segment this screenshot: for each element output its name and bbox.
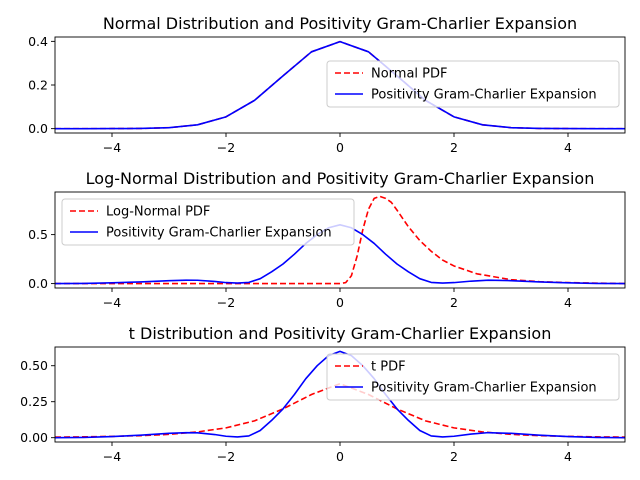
y-tick-label: 0.0 xyxy=(28,121,48,136)
x-tick-label: 2 xyxy=(450,295,458,310)
x-tick-label: 4 xyxy=(564,449,572,464)
legend-box xyxy=(326,353,620,401)
legend: Normal PDF Positivity Gram-Charlier Expan… xyxy=(326,60,620,108)
legend-box xyxy=(61,198,355,246)
x-tick-label: 4 xyxy=(564,140,572,155)
x-tick-label: −2 xyxy=(217,295,235,310)
legend-label-1: t PDF xyxy=(371,360,406,375)
x-tick-label: 0 xyxy=(336,140,344,155)
series-line-2 xyxy=(55,40,625,130)
legend: Log-Normal PDF Positivity Gram-Charlier E… xyxy=(61,198,355,246)
legend-label-2: Positivity Gram-Charlier Expansion xyxy=(371,88,597,103)
legend-label-2: Positivity Gram-Charlier Expansion xyxy=(106,226,332,241)
x-tick-label: −4 xyxy=(103,295,121,310)
x-tick-label: −4 xyxy=(103,449,121,464)
y-tick-label: 0.2 xyxy=(28,78,48,93)
chart-panel-2: Log-Normal Distribution and Positivity G… xyxy=(28,169,626,310)
y-tick-label: 0.25 xyxy=(20,394,48,409)
y-tick-label: 0.00 xyxy=(20,430,48,445)
y-tick-label: 0.5 xyxy=(28,227,48,242)
legend-label-1: Normal PDF xyxy=(371,67,448,82)
x-tick-label: 2 xyxy=(450,140,458,155)
chart-title: Normal Distribution and Positivity Gram-… xyxy=(103,14,577,33)
chart-title: t Distribution and Positivity Gram-Charl… xyxy=(129,324,552,343)
x-tick-label: 4 xyxy=(564,295,572,310)
x-tick-label: 0 xyxy=(336,295,344,310)
legend: t PDF Positivity Gram-Charlier Expansion xyxy=(326,353,620,401)
y-tick-label: 0.4 xyxy=(28,34,48,49)
x-tick-label: −4 xyxy=(103,140,121,155)
series-line-2 xyxy=(55,350,625,439)
x-tick-label: −2 xyxy=(217,140,235,155)
series-line-1 xyxy=(55,195,625,285)
chart-panel-1: Normal Distribution and Positivity Gram-… xyxy=(28,14,626,155)
legend-box xyxy=(326,60,620,108)
x-tick-label: −2 xyxy=(217,449,235,464)
y-tick-label: 0.0 xyxy=(28,276,48,291)
legend-label-2: Positivity Gram-Charlier Expansion xyxy=(371,381,597,396)
chart-panel-3: t Distribution and Positivity Gram-Charl… xyxy=(20,324,626,464)
x-tick-label: 2 xyxy=(450,449,458,464)
chart-title: Log-Normal Distribution and Positivity G… xyxy=(86,169,595,188)
y-tick-label: 0.50 xyxy=(20,358,48,373)
x-tick-label: 0 xyxy=(336,449,344,464)
legend-label-1: Log-Normal PDF xyxy=(106,205,210,220)
